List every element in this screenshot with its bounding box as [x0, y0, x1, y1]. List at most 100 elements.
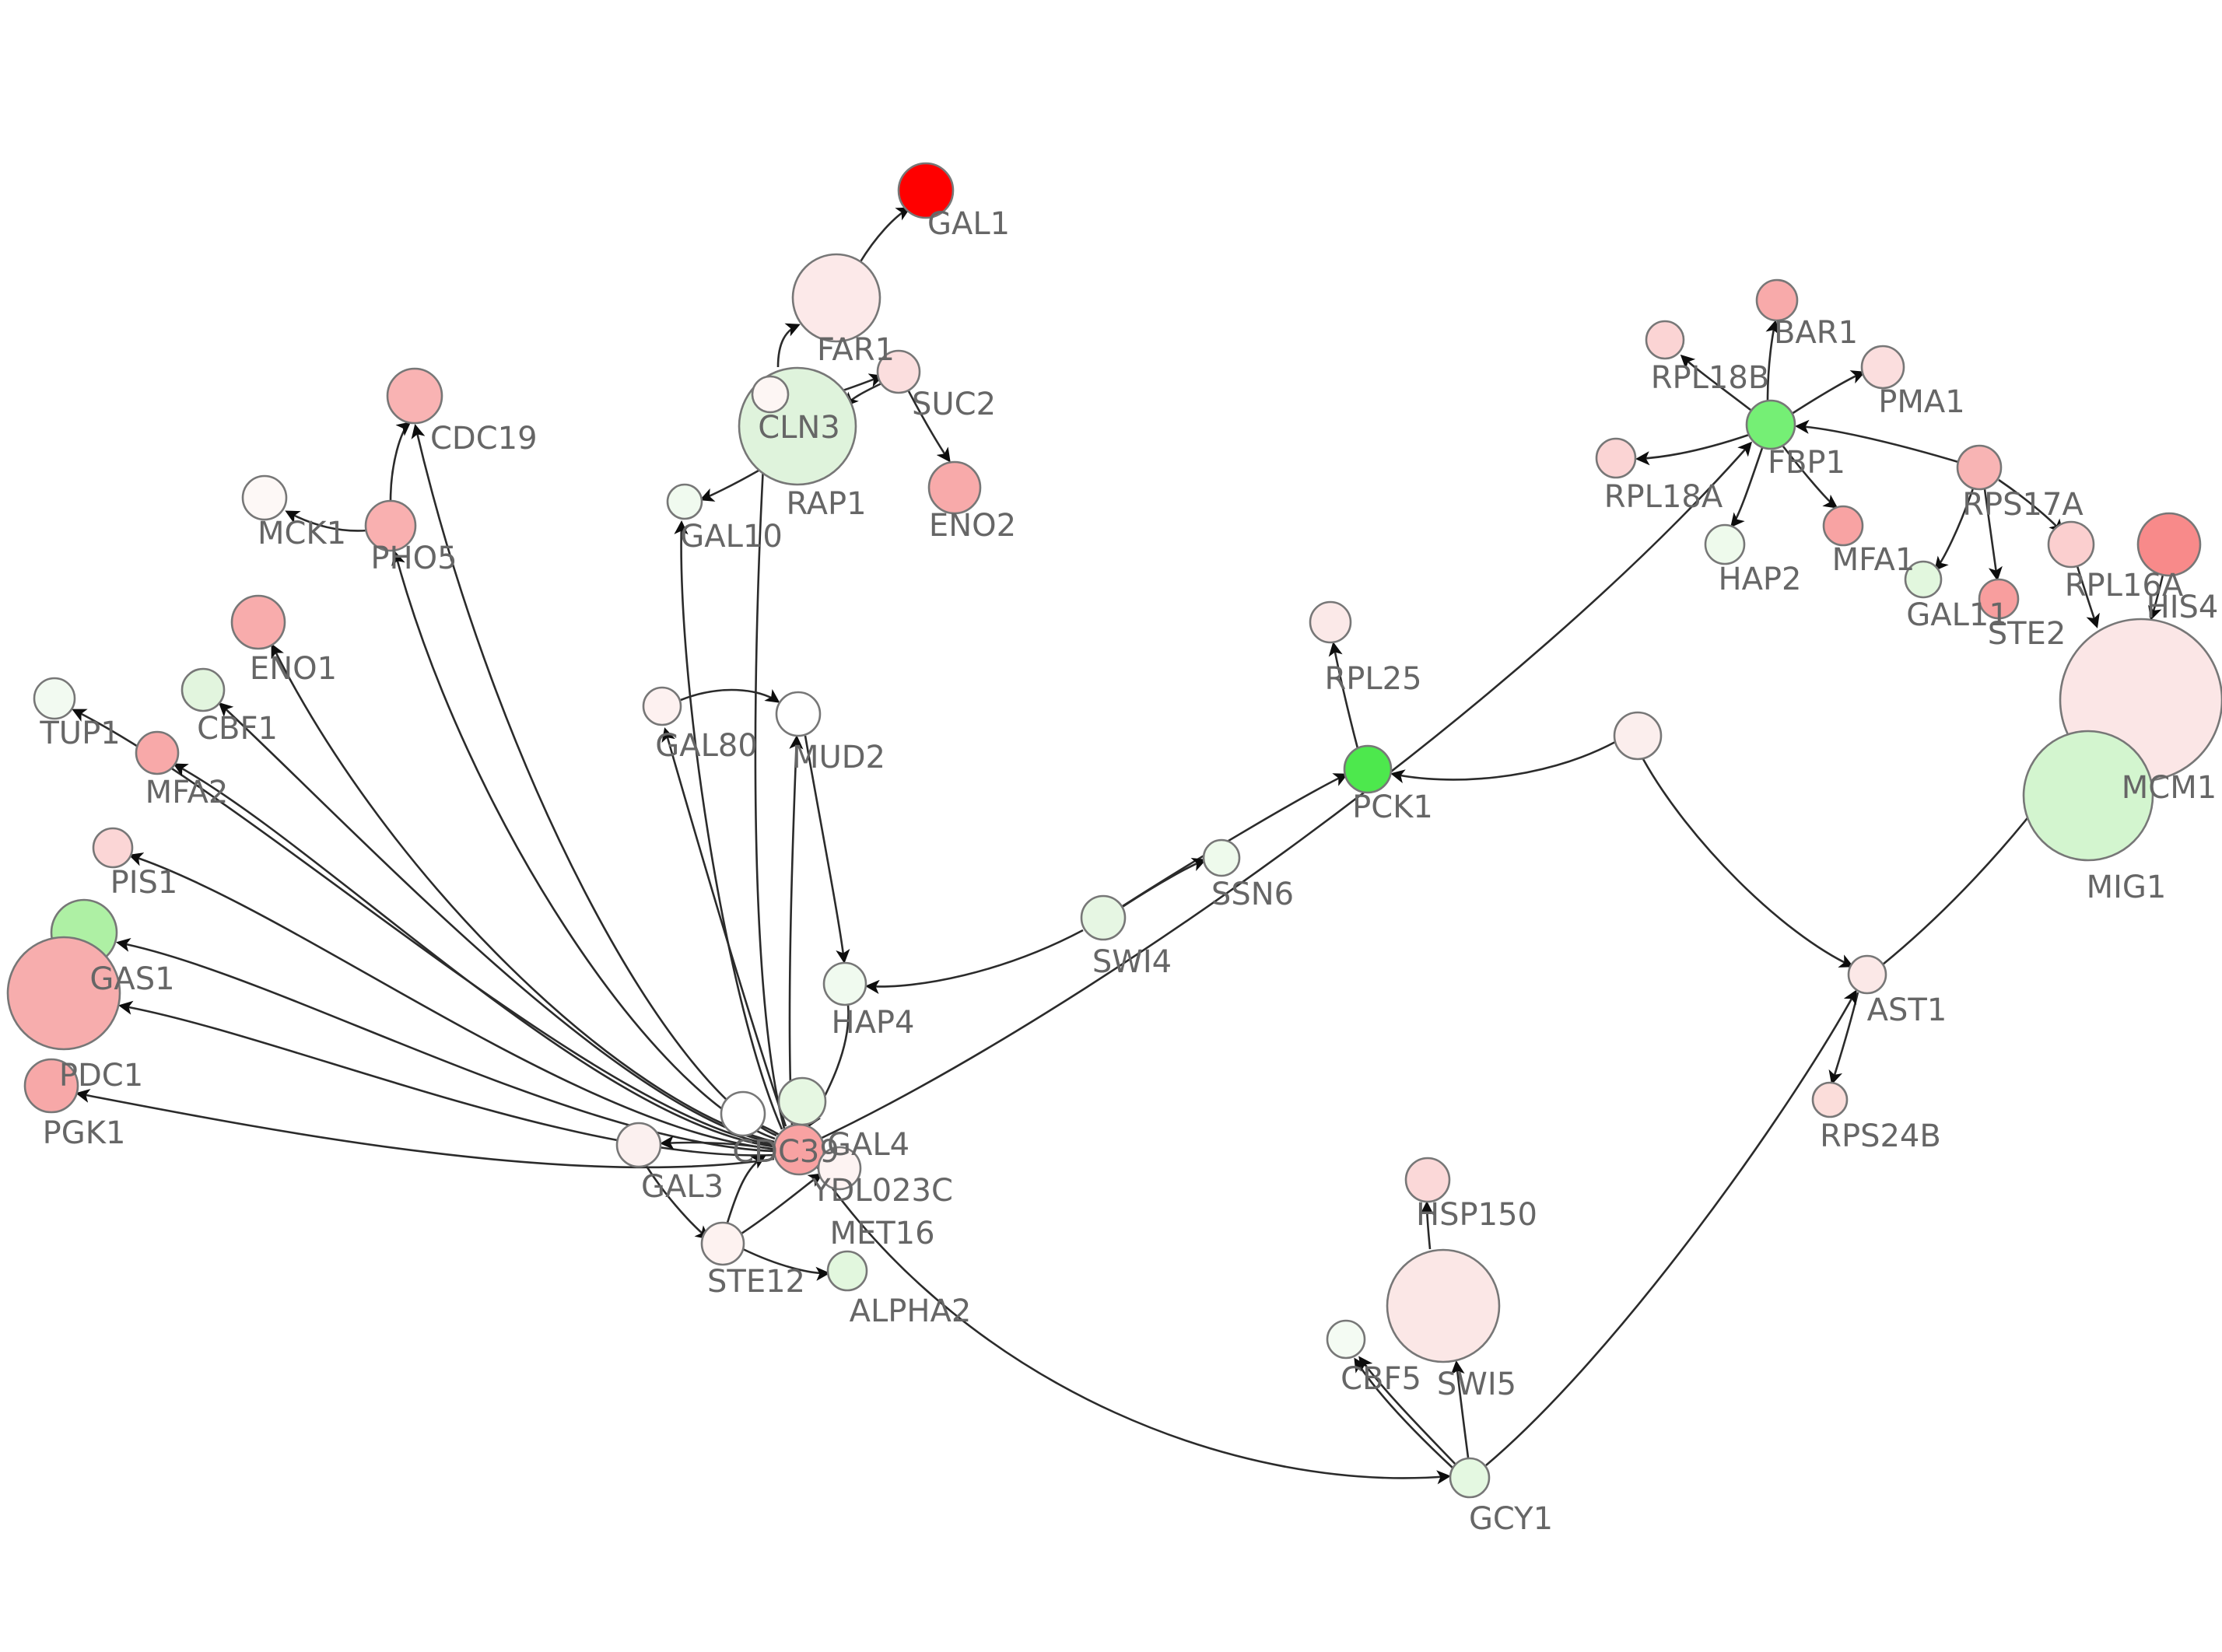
- gene-label-eno2: ENO2: [929, 508, 1016, 544]
- gene-label-ssn6: SSN6: [1211, 877, 1294, 912]
- gene-node-eno1[interactable]: [230, 594, 286, 650]
- labels-layer: GAL1 FAR1 SUC2 CLN3 RAP1 ENO2 GAL10 CDC19 MCK1 PH…: [39, 206, 2218, 1537]
- gene-node-mck1[interactable]: [241, 474, 288, 521]
- gene-label-pma1: PMA1: [1878, 384, 1964, 420]
- gene-node-mud2[interactable]: [775, 691, 822, 737]
- edge-far1-to-gal1: [858, 207, 911, 264]
- gene-label-far1: FAR1: [817, 332, 895, 368]
- gene-node-gal1[interactable]: [897, 162, 955, 219]
- edge-gal4-to-pgk1: [75, 1088, 775, 1169]
- edge-gal4-to-pho5: [391, 551, 776, 1140]
- gene-node-pck1[interactable]: [1343, 744, 1393, 794]
- gene-label-gal10: GAL10: [680, 519, 783, 555]
- gene-node-mig1[interactable]: [2022, 730, 2154, 862]
- gene-label-mig1: MIG1: [2087, 870, 2167, 905]
- gene-label-suc2: SUC2: [912, 387, 996, 422]
- gene-node-gal3[interactable]: [615, 1122, 662, 1168]
- edge-rps17a-to-ste2: [1983, 488, 2003, 582]
- gene-node-rps24b[interactable]: [1811, 1081, 1849, 1118]
- gene-label-gal4: GAL4: [827, 1127, 909, 1163]
- gene-node-tup1[interactable]: [33, 677, 76, 720]
- edge-cln3-to-far1: [776, 323, 801, 368]
- gene-node-rps17a[interactable]: [1956, 444, 2003, 491]
- edge-swi4-to-ssn6: [1120, 858, 1207, 909]
- edge-fbp1-to-hap2: [1730, 447, 1764, 528]
- gene-label-pis1: PIS1: [110, 865, 178, 901]
- gene-node-mfa1[interactable]: [1822, 505, 1864, 547]
- gene-node-rpl18a[interactable]: [1595, 437, 1637, 479]
- gene-label-swi5: SWI5: [1437, 1367, 1516, 1402]
- edge-swi5-to-hsp150: [1419, 1200, 1435, 1250]
- gene-label-cdc19: CDC19: [430, 421, 538, 457]
- gene-node-hsp150[interactable]: [1404, 1157, 1451, 1203]
- gene-label-hap2: HAP2: [1718, 562, 1801, 597]
- gene-node-pho5[interactable]: [364, 499, 417, 552]
- edge-gcy1-to-swi5: [1450, 1360, 1470, 1458]
- edge-gal4-to-gal3: [659, 1136, 776, 1151]
- edge-node_a-to-ast1: [1642, 758, 1854, 968]
- edge-fbp1-to-mfa1: [1782, 446, 1838, 509]
- gene-node-alpha2[interactable]: [826, 1250, 868, 1292]
- gene-node-node_a[interactable]: [1613, 711, 1663, 761]
- gene-node-cbf1[interactable]: [180, 667, 226, 712]
- gene-label-cdc39: CDC39: [732, 1134, 839, 1170]
- gene-node-suc2[interactable]: [876, 349, 921, 394]
- gene-node-gal11[interactable]: [1904, 560, 1943, 599]
- gene-node-pis1[interactable]: [92, 827, 134, 869]
- gene-node-ste12[interactable]: [700, 1221, 745, 1266]
- gene-node-pma1[interactable]: [1860, 345, 1905, 390]
- edge-suc2-to-eno2: [907, 390, 951, 463]
- edge-gal4-to-gal10: [674, 520, 783, 1130]
- edge-gcy1-to-cbf5: [1354, 1357, 1454, 1469]
- gene-label-pck1: PCK1: [1352, 789, 1433, 825]
- gene-node-hap2[interactable]: [1704, 523, 1746, 565]
- edge-ast1-to-rps24b: [1828, 992, 1859, 1085]
- edge-ste12-to-ydl023c: [738, 1173, 823, 1237]
- edge-cln3-to-gal10: [699, 469, 759, 502]
- gene-node-his4[interactable]: [2136, 512, 2202, 577]
- edge-fbp1-to-rpl18b: [1680, 354, 1751, 411]
- gene-label-mfa1: MFA1: [1832, 542, 1915, 578]
- edge-ste12-to-alpha2: [742, 1248, 831, 1281]
- gene-node-ast1[interactable]: [1847, 954, 1887, 995]
- gene-node-hap4[interactable]: [822, 961, 867, 1006]
- gene-node-fbp1[interactable]: [1745, 399, 1796, 450]
- gene-label-mck1: MCK1: [258, 516, 346, 551]
- nodes-layer: [6, 162, 2222, 1499]
- gene-node-rpl18b[interactable]: [1645, 320, 1685, 360]
- gene-node-bar1[interactable]: [1755, 278, 1799, 322]
- gene-node-gal10[interactable]: [666, 483, 703, 520]
- gene-label-ste2: STE2: [1988, 616, 2066, 652]
- gene-label-gal3: GAL3: [641, 1169, 724, 1205]
- gene-label-bar1: BAR1: [1774, 315, 1858, 351]
- gene-node-cbf5[interactable]: [1326, 1319, 1366, 1360]
- gene-node-far1[interactable]: [791, 253, 881, 343]
- gene-node-gcy1[interactable]: [1449, 1457, 1491, 1499]
- gene-node-mfa2[interactable]: [135, 730, 180, 775]
- gene-label-tup1: TUP1: [39, 716, 120, 751]
- gene-node-rap1[interactable]: [751, 375, 790, 414]
- gene-node-cdc19[interactable]: [386, 367, 443, 425]
- gene-node-eno2[interactable]: [927, 460, 982, 515]
- edge-swi4-to-hap4: [864, 929, 1084, 995]
- edge-rpl16a-to-mcm1: [2076, 565, 2100, 628]
- gene-node-ste2[interactable]: [1978, 578, 2020, 620]
- gene-node-pgk1[interactable]: [23, 1058, 79, 1114]
- gene-node-pdc1[interactable]: [6, 936, 121, 1051]
- gene-node-ydl023c[interactable]: [817, 1146, 862, 1191]
- gene-node-ssn6[interactable]: [1202, 838, 1241, 877]
- gene-node-rpl16a[interactable]: [2047, 520, 2095, 569]
- gene-label-gal1: GAL1: [927, 206, 1010, 242]
- edge-node_a-to-pck1: [1390, 740, 1616, 784]
- gene-node-swi4[interactable]: [1080, 894, 1127, 941]
- gene-label-rpl16a: RPL16A: [2065, 568, 2184, 604]
- gene-node-rpl25[interactable]: [1309, 600, 1352, 644]
- edge-gal4-to-gas1: [116, 937, 774, 1153]
- edge-gal80-to-mud2: [680, 688, 780, 703]
- gene-node-gal80[interactable]: [642, 686, 682, 726]
- gene-node-swi5[interactable]: [1386, 1248, 1501, 1363]
- edge-fbp1-to-rpl18a: [1635, 433, 1750, 466]
- gene-node-cdc39[interactable]: [720, 1090, 766, 1137]
- gene-node-unk_g[interactable]: [777, 1076, 827, 1126]
